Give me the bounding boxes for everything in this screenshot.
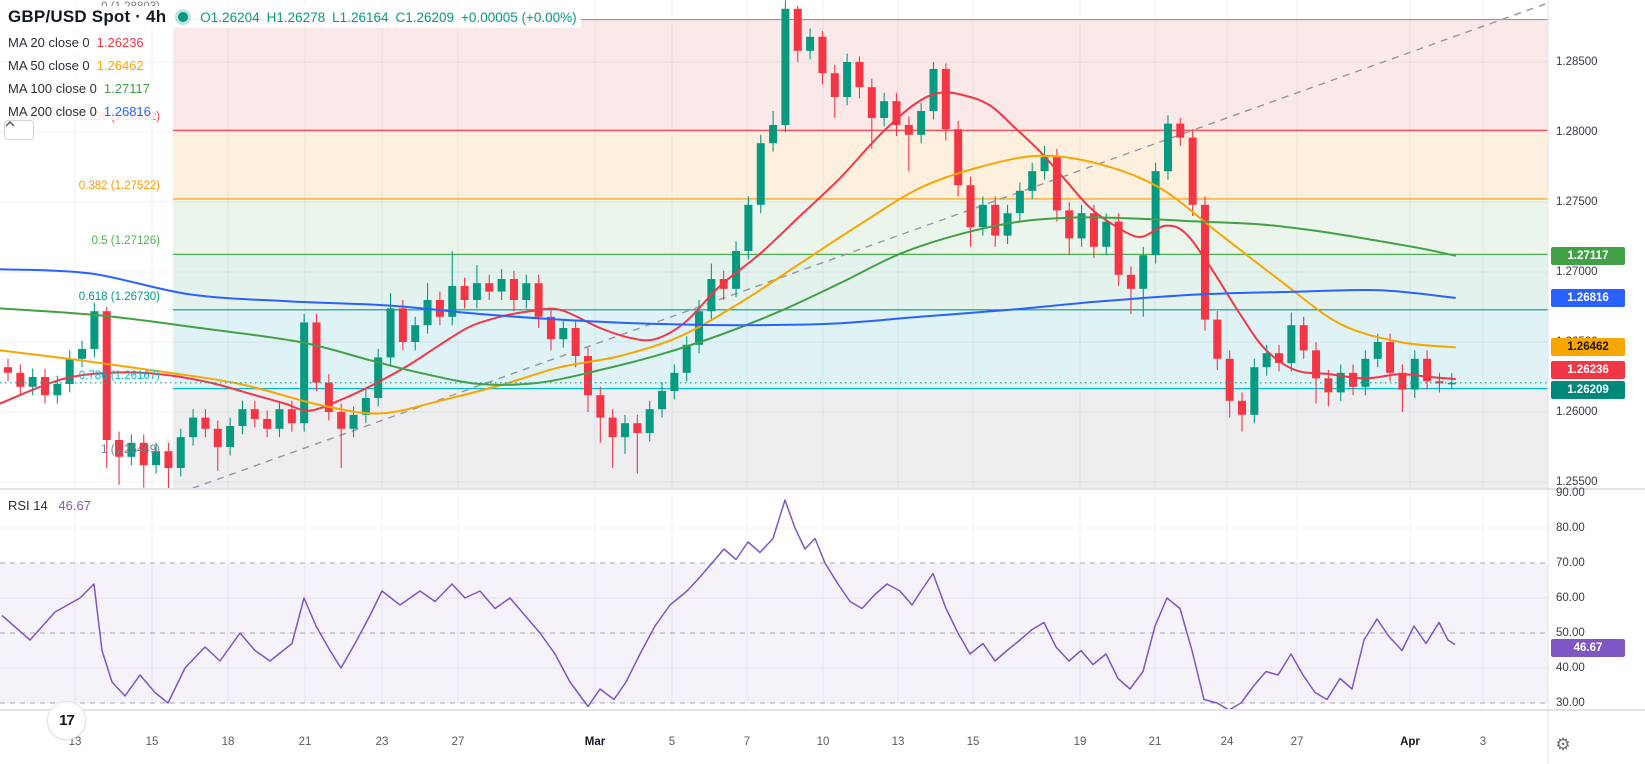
ma-line — [0, 154, 1456, 415]
rsi-pane — [0, 492, 1548, 710]
fib-level-label[interactable]: 0.786 (1.26167) — [78, 370, 160, 382]
price-axis-label: 1.27500 — [1556, 196, 1598, 208]
ma-line — [0, 216, 1456, 386]
ohlc-item: H1.26278 — [266, 9, 326, 25]
price-axis-label: 1.27000 — [1556, 266, 1598, 278]
price-axis-label: 1.25500 — [1556, 476, 1598, 488]
rsi-axis-label: 80.00 — [1556, 522, 1585, 534]
fib-band — [173, 388, 1548, 488]
time-axis-label: 18 — [221, 736, 235, 748]
time-axis-label: Apr — [1400, 736, 1420, 748]
market-status-icon — [178, 12, 189, 22]
settings-gear-icon[interactable]: ⚙ — [1555, 735, 1571, 754]
symbol-row[interactable]: GBP/USD Spot · 4h O1.26204 H1.26278 L1.261… — [8, 6, 581, 28]
rsi-axis-label: 70.00 — [1556, 557, 1585, 569]
fib-level-label[interactable]: 0.618 (1.26730) — [78, 291, 160, 303]
fib-trendline — [191, 2, 1548, 488]
price-badge: 1.27117 — [1551, 247, 1625, 265]
price-badge: 1.26236 — [1551, 361, 1625, 379]
fib-band — [173, 130, 1548, 199]
time-axis-label: 15 — [145, 736, 159, 748]
time-axis-label: 19 — [1073, 736, 1087, 748]
ma-line — [0, 91, 1456, 412]
time-axis-label: 7 — [743, 736, 751, 748]
ohlc-item: O1.26204 — [200, 9, 260, 25]
price-axis-label: 1.28500 — [1556, 56, 1598, 68]
price-change: +0.00005 (+0.00%) — [461, 9, 577, 25]
time-axis-label: 27 — [451, 736, 465, 748]
time-axis-label: 23 — [375, 736, 389, 748]
time-axis-label: 10 — [816, 736, 830, 748]
tradingview-logo-icon: 17 — [59, 712, 75, 729]
ma-legend-rows: MA 20 close 0 1.26236 MA 50 close 0 1.26462… — [8, 34, 581, 120]
symbol-title[interactable]: GBP/USD Spot · 4h — [8, 7, 167, 26]
time-axis-label: 24 — [1220, 736, 1234, 748]
fib-level-label[interactable]: 1 (1.25449) — [101, 444, 160, 456]
price-badge: 1.26816 — [1551, 289, 1625, 307]
indicator-label: MA 50 close 0 — [8, 58, 90, 73]
rsi-axis-label: 60.00 — [1556, 592, 1585, 604]
ma-line — [0, 268, 1456, 327]
indicator-label: MA 200 close 0 — [8, 104, 97, 119]
price-axis-label: 1.28000 — [1556, 126, 1598, 138]
indicator-legend-row[interactable]: MA 20 close 0 1.26236 — [8, 34, 148, 51]
indicator-legend-row[interactable]: MA 100 close 0 1.27117 — [8, 80, 154, 97]
rsi-legend[interactable]: RSI 14 46.67 — [8, 498, 91, 513]
ohlc-values: O1.26204 H1.26278 L1.26164 C1.26209 +0.00005… — [200, 10, 576, 25]
tradingview-logo-button[interactable]: 17 — [47, 701, 86, 740]
fib-level-label[interactable]: 0.5 (1.27126) — [91, 235, 160, 247]
rsi-label: RSI 14 — [8, 498, 48, 513]
indicator-value: 1.26816 — [103, 104, 151, 119]
ohlc-item: C1.26209 — [395, 9, 455, 25]
indicator-value: 1.27117 — [103, 81, 150, 96]
time-axis-label: Mar — [584, 736, 606, 748]
rsi-value: 46.67 — [58, 498, 91, 513]
rsi-axis-label: 30.00 — [1556, 697, 1585, 709]
price-pane — [0, 0, 1548, 488]
indicator-legend-row[interactable]: MA 200 close 0 1.26816 — [8, 103, 155, 120]
rsi-axis-label: 50.00 — [1556, 627, 1585, 639]
price-axis-label: 1.26000 — [1556, 406, 1598, 418]
rsi-badge: 46.67 — [1551, 639, 1625, 657]
time-axis-label: 3 — [1479, 736, 1487, 748]
candles-layer — [4, 0, 1456, 488]
ohlc-item: L1.26164 — [332, 9, 389, 25]
price-badge: 1.26209 — [1551, 381, 1625, 399]
indicator-legend-row[interactable]: MA 50 close 0 1.26462 — [8, 57, 148, 74]
time-axis-label: 21 — [1148, 736, 1162, 748]
time-axis-label: 5 — [668, 736, 676, 748]
rsi-axis-label: 90.00 — [1556, 487, 1585, 499]
time-axis-label: 13 — [891, 736, 905, 748]
rsi-line — [1, 499, 1456, 710]
indicator-value: 1.26236 — [96, 35, 144, 50]
chevron-up-icon — [5, 121, 15, 127]
fib-band — [173, 254, 1548, 310]
time-axis-label: 27 — [1290, 736, 1304, 748]
indicator-label: MA 100 close 0 — [8, 81, 97, 96]
rsi-axis-label: 40.00 — [1556, 662, 1585, 674]
price-badge: 1.26462 — [1551, 338, 1625, 356]
time-axis-label: 21 — [298, 736, 312, 748]
time-axis-label: 15 — [966, 736, 980, 748]
fib-band — [173, 198, 1548, 255]
indicator-label: MA 20 close 0 — [8, 35, 90, 50]
chart-legend: GBP/USD Spot · 4h O1.26204 H1.26278 L1.261… — [8, 6, 581, 120]
fib-level-label[interactable]: 0.382 (1.27522) — [78, 180, 160, 192]
collapse-legend-button[interactable] — [4, 120, 34, 140]
indicator-value: 1.26462 — [96, 58, 144, 73]
